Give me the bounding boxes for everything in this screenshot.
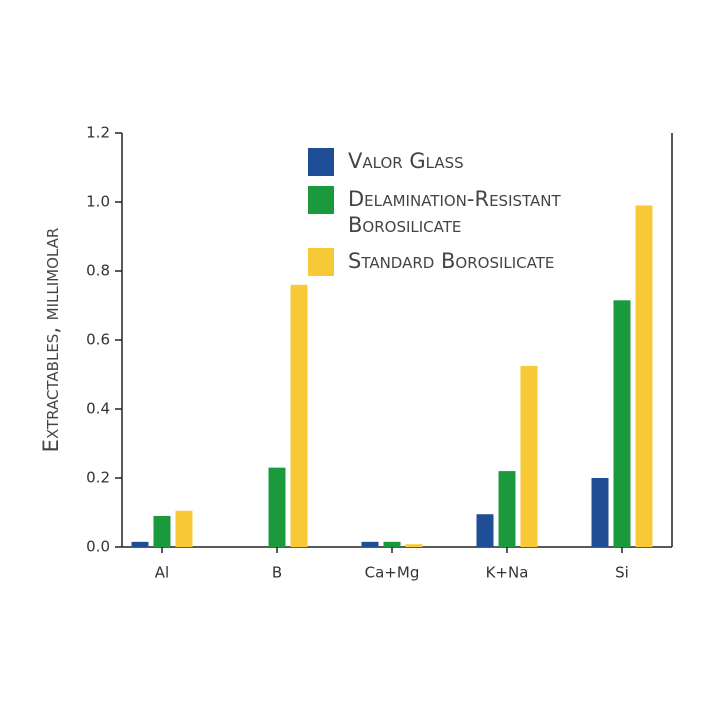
bar <box>383 541 401 547</box>
y-axis-label: Extractables, millimolar <box>39 228 63 453</box>
y-tick-label: 0.4 <box>86 400 110 418</box>
bar <box>498 471 516 547</box>
x-tick-label: B <box>272 564 282 582</box>
legend-label: Standard Borosilicate <box>348 249 555 273</box>
legend: Valor Glass Delamination-Resistant Borosi… <box>308 148 638 286</box>
bar <box>591 478 609 547</box>
bar <box>476 514 494 547</box>
legend-item: Valor Glass <box>308 148 638 176</box>
bar <box>153 515 171 547</box>
legend-item: Delamination-Resistant Borosilicate <box>308 186 638 238</box>
bar <box>635 205 653 547</box>
legend-swatch <box>308 248 334 276</box>
y-tick-label: 0.6 <box>86 331 110 349</box>
legend-swatch <box>308 186 334 214</box>
legend-label: Delamination-Resistant Borosilicate <box>348 187 561 237</box>
bar <box>520 365 538 547</box>
y-tick-label: 0.0 <box>86 538 110 556</box>
y-tick-label: 1.2 <box>86 124 110 142</box>
x-tick-label: Si <box>615 564 629 582</box>
bar <box>290 284 308 547</box>
bar <box>361 541 379 547</box>
legend-item: Standard Borosilicate <box>308 248 638 276</box>
legend-label: Valor Glass <box>348 149 464 173</box>
y-tick-label: 0.8 <box>86 262 110 280</box>
bar <box>268 467 286 547</box>
bar <box>613 300 631 547</box>
bar <box>131 541 149 547</box>
legend-swatch <box>308 148 334 176</box>
y-tick-label: 1.0 <box>86 193 110 211</box>
x-tick-label: K+Na <box>486 564 529 582</box>
y-tick-label: 0.2 <box>86 469 110 487</box>
x-tick-label: Ca+Mg <box>365 564 420 582</box>
bar <box>175 510 193 547</box>
bar <box>405 544 423 547</box>
x-tick-label: Al <box>155 564 169 582</box>
